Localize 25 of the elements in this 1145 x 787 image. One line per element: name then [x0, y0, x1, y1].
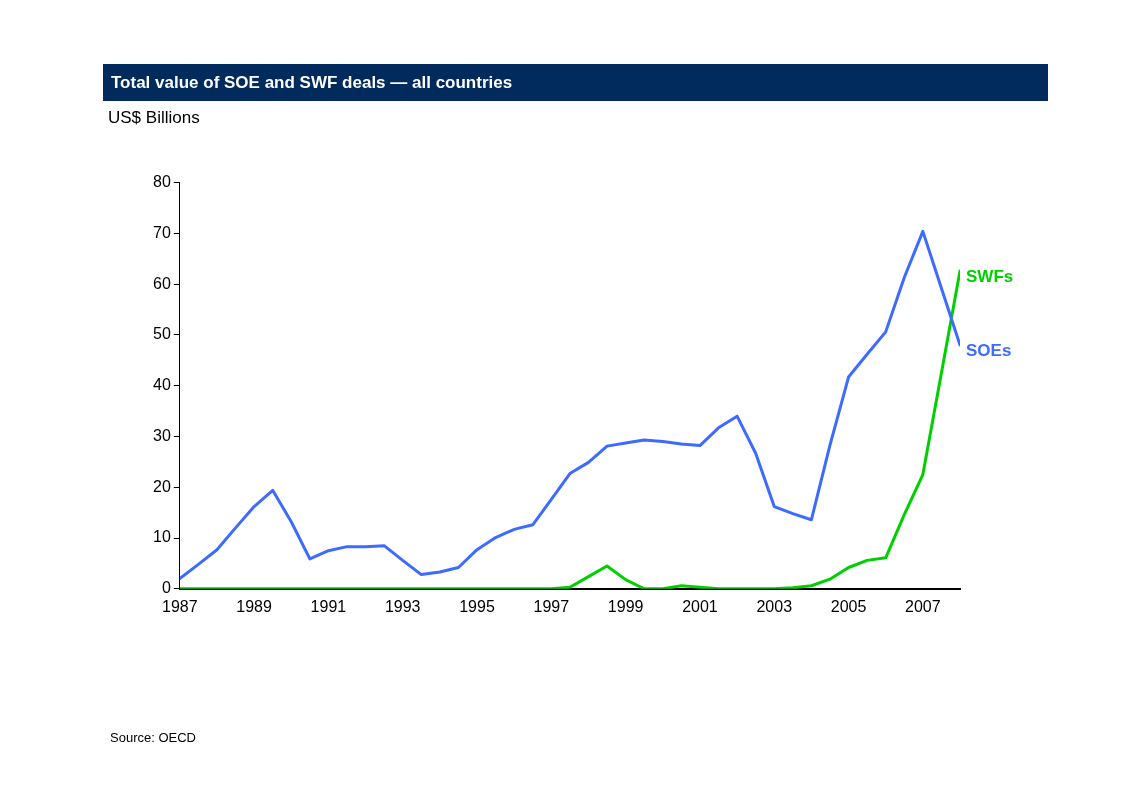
x-tick-label: 1987 — [162, 597, 198, 615]
chart-title: Total value of SOE and SWF deals — all countries — [103, 64, 1048, 101]
x-tick-label: 1989 — [236, 597, 272, 615]
x-tick-label: 2005 — [830, 597, 867, 615]
y-tick-label: 80 — [153, 173, 171, 191]
x-tick-label: 1999 — [607, 597, 644, 615]
x-tick-label: 1995 — [459, 597, 495, 615]
y-tick-label: 0 — [161, 579, 171, 597]
x-tick-label: 1997 — [533, 597, 570, 615]
series-label: SOEs — [966, 340, 1012, 360]
x-tick-label: 2007 — [905, 597, 941, 615]
x-tick-label: 1991 — [310, 597, 347, 615]
y-tick-label: 30 — [153, 426, 171, 444]
x-tick-label: 2003 — [756, 597, 793, 615]
x-tick-label: 2001 — [682, 597, 718, 615]
y-tick-label: 50 — [153, 325, 171, 343]
series-label: SWFs — [966, 266, 1014, 286]
y-tick-label: 70 — [153, 223, 171, 241]
y-axis-title: US$ Billions — [108, 108, 200, 128]
y-tick-label: 10 — [153, 528, 171, 546]
y-tick-label: 60 — [153, 274, 171, 292]
x-tick-label: 1993 — [384, 597, 421, 615]
source-note: Source: OECD — [110, 730, 196, 745]
y-tick-label: 20 — [153, 477, 171, 495]
y-tick-label: 40 — [153, 376, 171, 394]
